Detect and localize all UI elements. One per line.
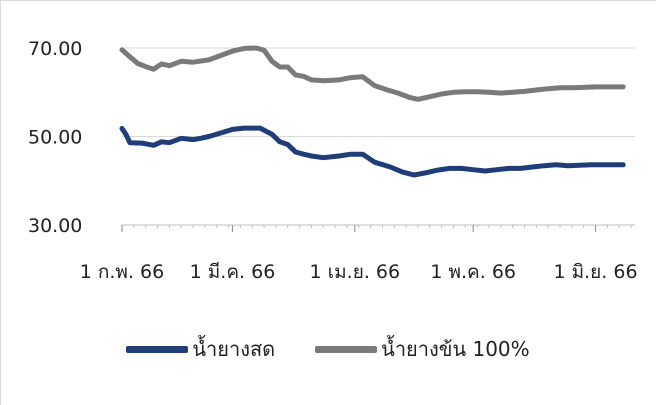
x-tick-label-2: 1 เม.ย. 66 xyxy=(310,261,401,283)
y-tick-label-0: 70.00 xyxy=(28,38,82,60)
y-tick-label-1: 50.00 xyxy=(28,127,82,149)
legend: น้ำยางสด น้ำยางข้น 100% xyxy=(0,333,656,365)
chart-frame-top xyxy=(0,0,656,1)
x-tick-label-3: 1 พ.ค. 66 xyxy=(430,261,516,283)
legend-item-concentrated-latex: น้ำยางข้น 100% xyxy=(315,333,530,365)
series-line-0 xyxy=(119,125,626,178)
legend-swatch-concentrated-latex xyxy=(315,345,378,353)
x-tick-label-1: 1 มี.ค. 66 xyxy=(190,261,276,283)
x-axis: 1 ก.พ. 66 1 มี.ค. 66 1 เม.ย. 66 1 พ.ค. 66 1 … xyxy=(80,224,638,283)
legend-label-concentrated-latex: น้ำยางข้น 100% xyxy=(381,337,530,361)
legend-swatch-fresh-latex xyxy=(126,345,189,353)
chart-frame-left xyxy=(0,0,1,405)
series-lines xyxy=(119,45,626,178)
x-tick-label-0: 1 ก.พ. 66 xyxy=(80,261,164,283)
series-line-1 xyxy=(119,45,626,102)
legend-label-fresh-latex: น้ำยางสด xyxy=(192,337,276,361)
y-tick-label-2: 30.00 xyxy=(28,215,82,237)
y-axis-ticks: 70.00 50.00 30.00 xyxy=(28,38,82,237)
legend-item-fresh-latex: น้ำยางสด xyxy=(126,333,275,365)
x-tick-label-4: 1 มิ.ย. 66 xyxy=(553,261,637,283)
